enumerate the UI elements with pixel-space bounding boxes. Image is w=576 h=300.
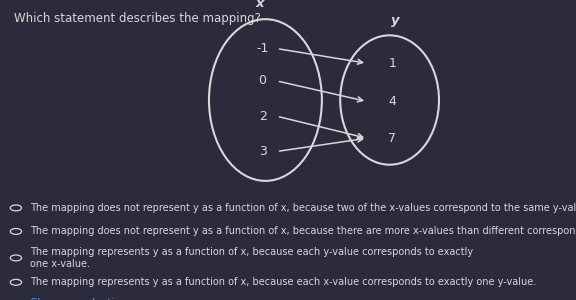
Text: The mapping represents y as a function of x, because each y-value corresponds to: The mapping represents y as a function o… (30, 247, 473, 269)
Text: x: x (256, 0, 264, 10)
Text: The mapping represents y as a function of x, because each x-value corresponds to: The mapping represents y as a function o… (30, 277, 536, 287)
Text: Clear my selection: Clear my selection (30, 298, 127, 300)
Text: Which statement describes the mapping?: Which statement describes the mapping? (14, 12, 261, 25)
Text: 1: 1 (388, 57, 396, 70)
Text: 0: 0 (259, 74, 267, 87)
Text: 3: 3 (259, 145, 267, 158)
Text: 4: 4 (388, 95, 396, 108)
Text: The mapping does not represent y as a function of x, because two of the x-values: The mapping does not represent y as a fu… (30, 203, 576, 213)
Text: -1: -1 (256, 42, 269, 55)
Text: 2: 2 (259, 110, 267, 123)
Text: 7: 7 (388, 132, 396, 145)
Text: The mapping does not represent y as a function of x, because there are more x-va: The mapping does not represent y as a fu… (30, 226, 576, 236)
Text: y: y (391, 14, 400, 26)
